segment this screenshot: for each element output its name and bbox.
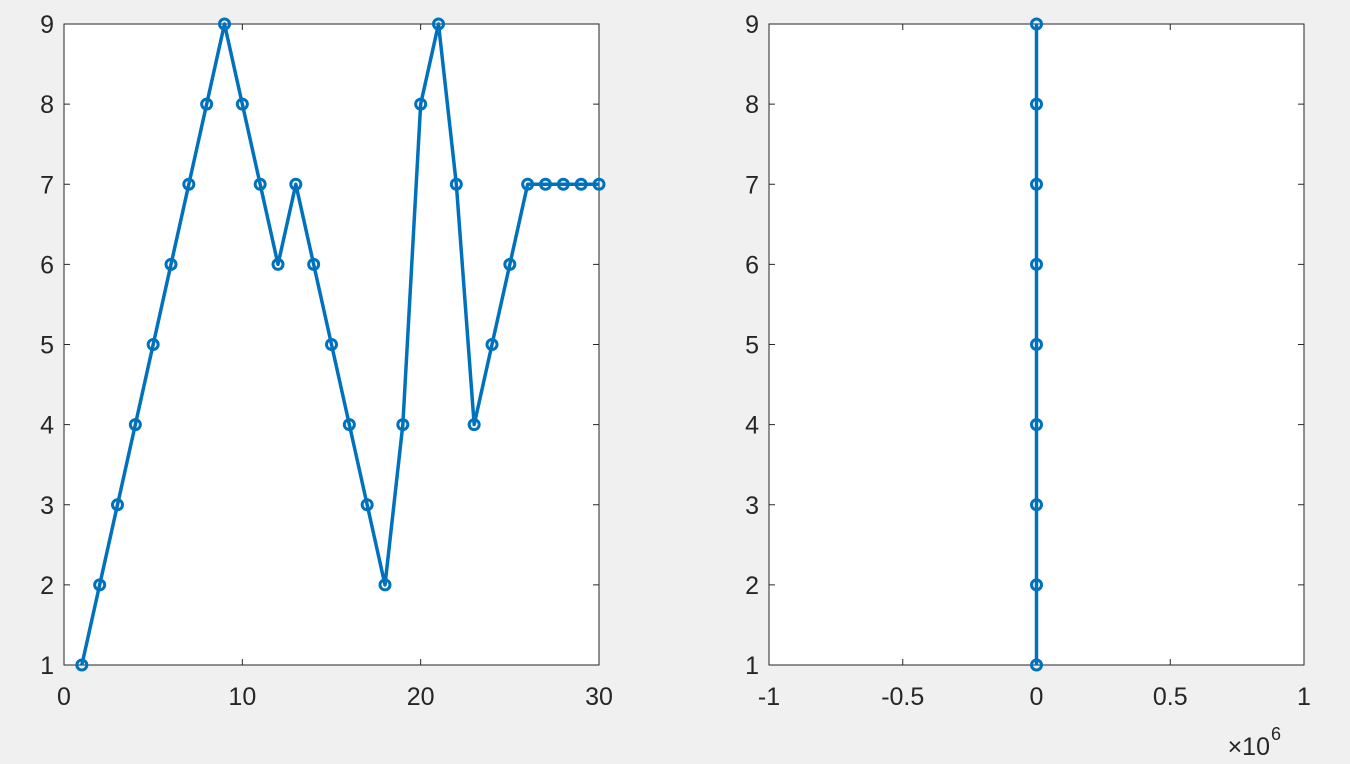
y-tick-label: 3 [745,492,759,520]
data-marker [1030,17,1043,31]
data-marker [218,17,231,31]
data-marker [235,97,249,111]
y-tick-label: 2 [40,572,54,600]
data-marker [325,338,338,351]
data-marker [164,257,178,271]
data-marker [592,177,606,191]
data-marker [1030,658,1043,672]
data-marker [396,418,410,432]
y-tick-label: 8 [40,91,54,119]
x-tick-label: 1 [1297,683,1311,711]
data-marker [146,338,160,351]
data-marker [360,498,374,512]
y-tick-label: 7 [745,171,759,199]
data-marker [1030,418,1043,432]
x-tick-label: 10 [228,683,256,711]
y-tick-label: 9 [40,11,54,39]
data-marker [503,257,517,271]
x-tick-label: 0 [1030,683,1044,711]
data-marker [378,578,392,592]
y-tick-label: 6 [745,251,759,279]
data-marker [342,418,356,432]
y-tick-label: 5 [745,332,759,360]
data-marker [128,418,142,432]
data-marker [200,97,214,111]
y-tick-label: 8 [745,91,759,119]
data-marker [485,338,499,351]
y-tick-label: 4 [745,412,759,440]
x-tick-label: 0.5 [1153,683,1188,711]
y-tick-label: 4 [40,412,54,440]
data-marker [271,257,285,271]
data-marker [289,177,303,191]
data-marker [93,578,107,592]
data-marker [556,177,570,191]
data-marker [1030,578,1043,592]
y-tick-label: 1 [40,652,54,680]
data-line [80,22,599,666]
data-marker [1030,498,1043,512]
data-marker [467,418,481,432]
y-tick-label: 9 [745,11,759,39]
data-marker [182,177,196,191]
data-marker [539,177,552,191]
data-marker [449,177,463,191]
data-marker [253,177,267,191]
x-tick-label: 30 [585,683,613,711]
x-tick-label: 20 [407,683,435,711]
y-tick-label: 5 [40,332,54,360]
data-marker [1030,97,1043,111]
data-marker [75,658,89,672]
data-marker [414,97,428,111]
data-marker [111,498,124,512]
y-tick-label: 3 [40,492,54,520]
data-marker [1030,177,1043,191]
data-marker [1030,338,1043,351]
y-tick-label: 7 [40,171,54,199]
x-multiplier: ×10 [1228,733,1270,761]
data-marker [432,17,445,31]
data-marker [574,177,588,191]
data-marker [1030,257,1043,271]
data-marker [307,257,321,271]
x-multiplier-exponent: 6 [1271,724,1281,744]
data-marker [521,177,535,191]
x-tick-label: 0 [57,683,71,711]
y-tick-label: 6 [40,251,54,279]
y-tick-label: 2 [745,572,759,600]
y-tick-label: 1 [745,652,759,680]
x-tick-label: -1 [758,683,780,711]
x-tick-label: -0.5 [881,683,924,711]
